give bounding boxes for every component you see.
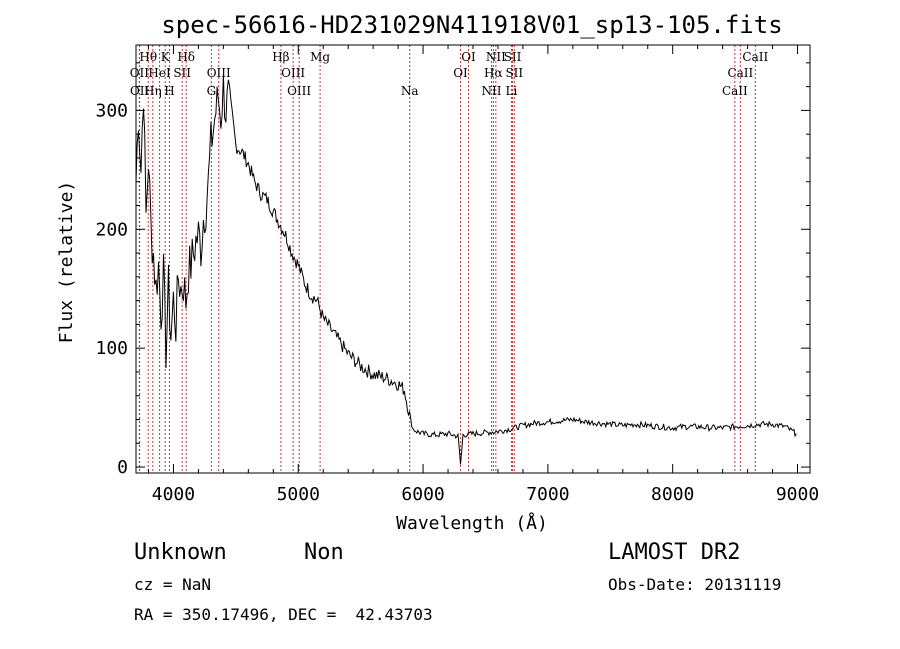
line-label: OIII [287,84,311,98]
line-label: SII [505,66,523,80]
line-label: HeI [148,66,171,80]
x-tick-label: 4000 [152,484,195,505]
line-label: Hη [144,84,162,98]
y-axis-label: Flux (relative) [56,181,77,344]
line-label: Mg [310,50,330,64]
line-label: OI [461,50,476,64]
y-axis-ticks: 0 100 200 300 [95,62,810,478]
line-label: NII [486,50,506,64]
line-label: NII [481,84,501,98]
marker-lines [138,45,756,473]
y-tick-label: 300 [95,100,128,121]
line-label: CaII [742,50,768,64]
line-label: OII [130,84,150,98]
line-label: OI [453,66,468,80]
x-tick-label: 5000 [277,484,320,505]
object-subclass: Non [304,540,344,565]
line-label: G [207,84,217,98]
object-class: Unknown [134,540,227,565]
line-label: SII [504,50,522,64]
y-tick-label: 0 [117,457,128,478]
x-tick-label: 7000 [526,484,569,505]
x-tick-label: 6000 [401,484,444,505]
x-tick-label: 9000 [776,484,819,505]
redshift-readout: cz = NaN [134,575,211,594]
spectrum-line [135,73,797,465]
line-label: SII [173,66,191,80]
line-label: Na [401,84,419,98]
coordinates-readout: RA = 350.17496, DEC = 42.43703 [134,605,433,624]
y-tick-label: 100 [95,338,128,359]
line-label: Li [506,84,518,98]
line-label: OII [130,66,150,80]
line-label: OIII [281,66,305,80]
plot-frame [135,44,811,474]
line-label: Hδ [177,50,195,64]
x-axis-label: Wavelength (Å) [396,512,548,534]
x-tick-label: 8000 [651,484,694,505]
line-label: CaII [727,66,753,80]
chart-title: spec-56616-HD231029N411918V01_sp13-105.f… [161,11,782,39]
line-label: Hβ [272,50,289,64]
line-label: OIII [207,66,231,80]
line-label: CaII [722,84,748,98]
line-label: H [164,84,174,98]
y-tick-label: 200 [95,219,128,240]
line-label: Hα [484,66,503,80]
observation-date: Obs-Date: 20131119 [608,575,781,594]
survey-name: LAMOST DR2 [608,540,740,565]
x-axis-ticks: 4000 5000 6000 7000 8000 9000 [147,45,819,505]
line-label: K [161,50,171,64]
line-label: Hθ [139,50,157,64]
